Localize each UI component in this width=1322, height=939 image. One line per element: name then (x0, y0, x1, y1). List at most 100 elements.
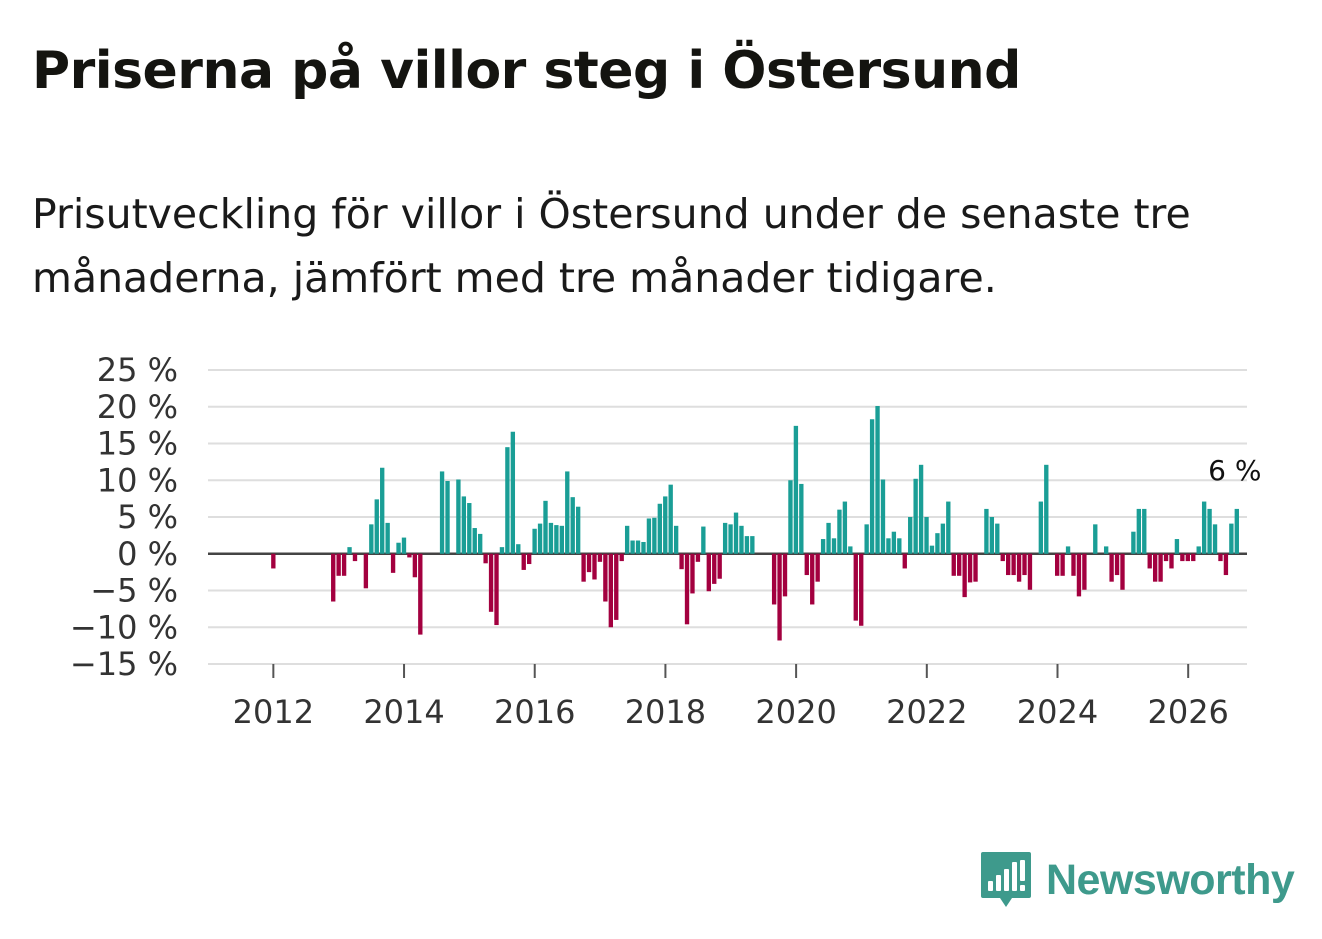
bar (467, 503, 472, 554)
chart-gridlines (208, 369, 1247, 665)
bar (581, 553, 586, 582)
bar (1114, 553, 1120, 576)
bar (869, 419, 875, 554)
bar-chart-speech-bubble-icon (981, 852, 1031, 907)
bar (619, 553, 624, 562)
bar (336, 553, 341, 576)
bar (995, 523, 1000, 554)
bar (521, 553, 526, 570)
bar (418, 553, 423, 635)
bar (407, 553, 412, 558)
bar (728, 524, 733, 554)
bar (1027, 553, 1033, 590)
bar (771, 553, 777, 605)
bar (1011, 553, 1016, 576)
bar (946, 501, 951, 554)
bar (1060, 553, 1065, 576)
last-value-annotation: 6 % (1208, 454, 1261, 487)
bar (1207, 508, 1212, 554)
bar (782, 553, 788, 597)
bar (924, 517, 929, 554)
bar (597, 553, 603, 562)
bar (505, 447, 510, 554)
bar (363, 553, 369, 589)
bar (516, 544, 521, 554)
bar (853, 553, 858, 621)
bar (543, 500, 548, 554)
bar (559, 525, 565, 554)
bar (902, 553, 907, 569)
newsworthy-logo: Newsworthy (980, 850, 1295, 910)
bar (532, 528, 537, 554)
x-tick-label: 2012 (233, 693, 314, 731)
x-tick-label: 2020 (755, 693, 836, 731)
bar (1212, 524, 1218, 554)
bar (1103, 546, 1109, 554)
bar (804, 553, 809, 576)
bar (1147, 553, 1152, 569)
bar (657, 503, 662, 554)
bar (1131, 531, 1136, 554)
bar (957, 553, 962, 576)
bar (592, 553, 597, 580)
bar (341, 553, 347, 576)
bar (1000, 553, 1005, 562)
bar (679, 553, 684, 570)
bar (810, 553, 815, 605)
bar (1234, 508, 1239, 554)
bar (499, 547, 505, 554)
bar (1180, 553, 1185, 562)
bar (940, 523, 946, 554)
bar (815, 553, 820, 582)
bar (1152, 553, 1158, 582)
bar (706, 553, 711, 592)
bar (684, 553, 690, 625)
bar (380, 467, 385, 554)
y-tick-label: −5 % (90, 572, 178, 610)
x-tick-label: 2024 (1017, 693, 1098, 731)
x-tick-label: 2026 (1147, 693, 1228, 731)
bar (646, 518, 652, 554)
bar (624, 525, 630, 554)
bar (1185, 553, 1190, 562)
bar (842, 501, 848, 554)
bar (630, 540, 635, 554)
x-tick-label: 2022 (886, 693, 967, 731)
bar (864, 524, 869, 554)
bar (1065, 546, 1071, 554)
bar (488, 553, 494, 612)
bar (908, 517, 913, 554)
bar (951, 553, 956, 576)
y-tick-label: 15 % (97, 425, 178, 463)
bar (385, 522, 390, 554)
bar (483, 553, 488, 564)
bar (989, 517, 995, 554)
y-tick-label: 0 % (117, 535, 178, 573)
bar (739, 525, 744, 554)
bar (570, 497, 575, 554)
bar (750, 536, 755, 554)
x-tick-label: 2018 (625, 693, 706, 731)
bar (668, 484, 673, 554)
bar (548, 522, 554, 554)
bar (390, 553, 396, 573)
bar (652, 517, 657, 554)
y-tick-label: −15 % (70, 645, 178, 683)
bar (935, 533, 940, 554)
bar (1006, 553, 1011, 576)
bar (695, 553, 701, 562)
bar (673, 525, 679, 554)
chart-bars (271, 406, 1239, 641)
bar (1201, 501, 1207, 554)
bar (331, 553, 336, 602)
bar (717, 553, 722, 579)
bar (859, 553, 864, 626)
bar (396, 542, 401, 554)
bar (1044, 464, 1049, 554)
bar (614, 553, 619, 620)
y-tick-label: −10 % (70, 608, 178, 646)
x-tick-label: 2016 (494, 693, 575, 731)
bar (891, 531, 897, 554)
bar (472, 528, 477, 554)
bar (1196, 546, 1201, 554)
